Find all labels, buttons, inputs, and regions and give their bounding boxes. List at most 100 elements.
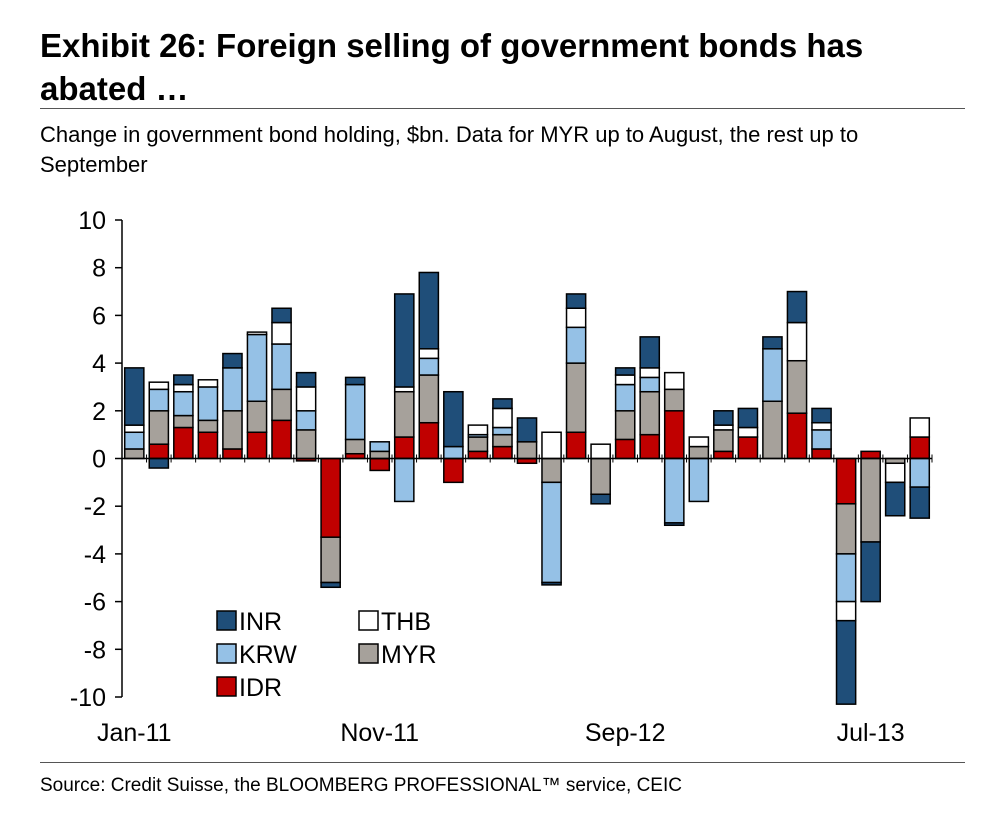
bar-thb-jun-12 <box>541 431 562 460</box>
title-divider <box>40 108 965 109</box>
bar-krw-sep-12 <box>614 383 636 412</box>
bar-myr-sep-12 <box>614 410 636 441</box>
y-tick-label: -6 <box>84 589 106 617</box>
bar-inr-may-12 <box>516 417 538 443</box>
bar-inr-jun-13 <box>835 619 857 705</box>
bar-myr-jun-11 <box>246 400 268 434</box>
bar-krw-dec-11 <box>393 457 415 503</box>
bar-idr-sep-13 <box>909 436 931 460</box>
bar-idr-mar-11 <box>173 426 194 460</box>
chart-subtitle: Change in government bond holding, $bn. … <box>40 122 859 177</box>
bar-myr-jul-11 <box>271 388 292 422</box>
bar-myr-oct-11 <box>344 438 366 455</box>
legend-label-krw: KRW <box>239 641 297 669</box>
bar-inr-dec-11 <box>393 293 415 388</box>
bar-idr-apr-11 <box>197 431 219 460</box>
bar-inr-jan-12 <box>418 271 440 350</box>
bar-myr-oct-12 <box>639 390 661 436</box>
bar-thb-jul-11 <box>271 321 292 345</box>
y-tick-label: -2 <box>84 493 106 521</box>
bar-idr-oct-12 <box>639 433 661 460</box>
bar-myr-mar-11 <box>173 414 194 429</box>
bar-inr-sep-13 <box>909 486 931 519</box>
bar-inr-feb-11 <box>148 457 170 469</box>
bar-thb-feb-13 <box>737 426 759 438</box>
bar-thb-apr-12 <box>492 407 513 429</box>
bar-idr-jun-13 <box>835 457 857 505</box>
bar-myr-nov-11 <box>369 450 391 460</box>
bar-inr-may-11 <box>222 352 243 369</box>
bar-thb-jun-13 <box>835 600 857 622</box>
legend-swatch-myr <box>358 643 379 664</box>
bar-krw-mar-13 <box>762 348 783 403</box>
bar-krw-dec-12 <box>688 457 710 503</box>
bar-thb-aug-13 <box>884 462 906 484</box>
bar-krw-oct-11 <box>344 383 366 441</box>
bar-krw-jun-13 <box>835 553 857 603</box>
bar-idr-feb-13 <box>737 436 759 460</box>
bar-krw-nov-11 <box>369 441 391 453</box>
bar-thb-jan-11 <box>123 424 145 434</box>
bar-inr-oct-11 <box>344 376 366 386</box>
legend-swatch-idr <box>216 676 237 697</box>
legend-label-inr: INR <box>239 608 282 636</box>
bar-inr-jan-11 <box>123 367 145 426</box>
bar-myr-aug-11 <box>295 429 317 460</box>
bar-inr-aug-12 <box>590 493 611 505</box>
bar-krw-oct-12 <box>639 376 661 393</box>
bar-idr-apr-12 <box>492 445 513 460</box>
bar-myr-dec-11 <box>393 390 415 438</box>
bar-inr-oct-12 <box>639 336 661 369</box>
bar-inr-may-13 <box>811 407 832 424</box>
bar-idr-mar-12 <box>467 450 489 460</box>
bar-inr-jul-13 <box>860 541 881 603</box>
bar-thb-apr-11 <box>197 379 219 388</box>
bar-thb-sep-13 <box>909 417 931 438</box>
bar-myr-jan-13 <box>713 429 734 453</box>
y-tick-label: -4 <box>84 541 106 569</box>
bar-myr-feb-11 <box>148 410 170 445</box>
bar-krw-apr-11 <box>197 386 219 422</box>
bar-krw-feb-11 <box>148 388 170 412</box>
bar-inr-apr-12 <box>492 398 513 410</box>
y-tick-label: -10 <box>70 684 106 712</box>
x-tick-label: Jan-11 <box>97 719 172 747</box>
bar-inr-sep-12 <box>614 367 636 376</box>
bar-thb-nov-12 <box>663 371 685 391</box>
bar-idr-jul-12 <box>565 431 587 460</box>
bar-myr-sep-11 <box>320 536 341 584</box>
bar-inr-jun-12 <box>541 581 562 586</box>
bar-myr-jul-13 <box>860 457 881 543</box>
bar-inr-jan-13 <box>713 410 734 426</box>
y-tick-label: 6 <box>92 302 106 330</box>
bar-myr-aug-12 <box>590 457 611 496</box>
bar-krw-jul-11 <box>271 343 292 391</box>
x-tick-label: Nov-11 <box>340 719 419 747</box>
bar-myr-mar-13 <box>762 400 783 460</box>
legend-swatch-thb <box>358 610 379 631</box>
page-title: Exhibit 26: Foreign selling of governmen… <box>40 27 864 107</box>
bar-inr-mar-13 <box>762 336 783 350</box>
y-tick-label: 0 <box>92 446 106 474</box>
bar-idr-jan-12 <box>418 421 440 460</box>
bar-myr-may-12 <box>516 441 538 460</box>
bar-idr-jun-11 <box>246 431 268 460</box>
bar-thb-aug-11 <box>295 386 317 412</box>
bar-myr-apr-11 <box>197 419 219 434</box>
bar-krw-jan-12 <box>418 357 440 376</box>
legend-label-thb: THB <box>381 608 431 636</box>
legend-swatch-inr <box>216 610 237 631</box>
bar-thb-mar-12 <box>467 424 489 436</box>
bar-myr-jul-12 <box>565 362 587 434</box>
bar-inr-feb-13 <box>737 407 759 429</box>
bar-myr-jun-13 <box>835 503 857 555</box>
bar-thb-jun-11 <box>246 331 268 336</box>
bar-idr-nov-11 <box>369 457 391 472</box>
bar-inr-aug-11 <box>295 371 317 388</box>
legend-label-idr: IDR <box>239 674 282 702</box>
bar-myr-jan-11 <box>123 448 145 460</box>
bar-krw-feb-12 <box>443 445 464 460</box>
bar-krw-jul-12 <box>565 326 587 364</box>
bar-thb-feb-11 <box>148 381 170 391</box>
